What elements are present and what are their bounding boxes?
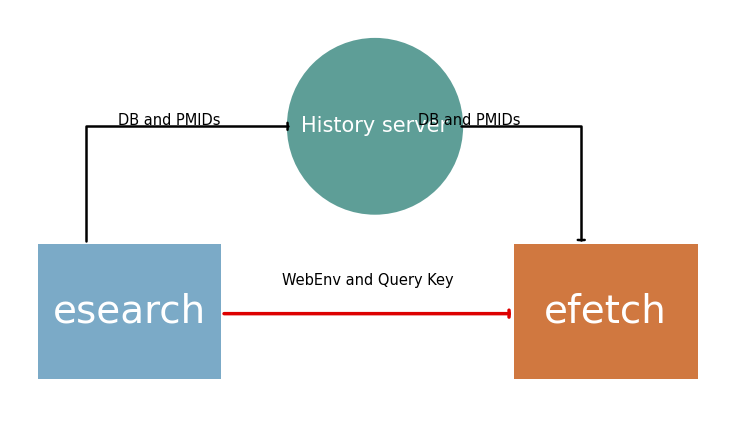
FancyBboxPatch shape [514,244,698,379]
Ellipse shape [286,38,463,215]
Text: efetch: efetch [544,293,667,330]
Text: DB and PMIDs: DB and PMIDs [418,113,520,128]
FancyBboxPatch shape [38,244,221,379]
Text: WebEnv and Query Key: WebEnv and Query Key [282,273,453,288]
Text: esearch: esearch [53,293,206,330]
Text: History server: History server [302,116,448,136]
Text: DB and PMIDs: DB and PMIDs [118,113,220,128]
